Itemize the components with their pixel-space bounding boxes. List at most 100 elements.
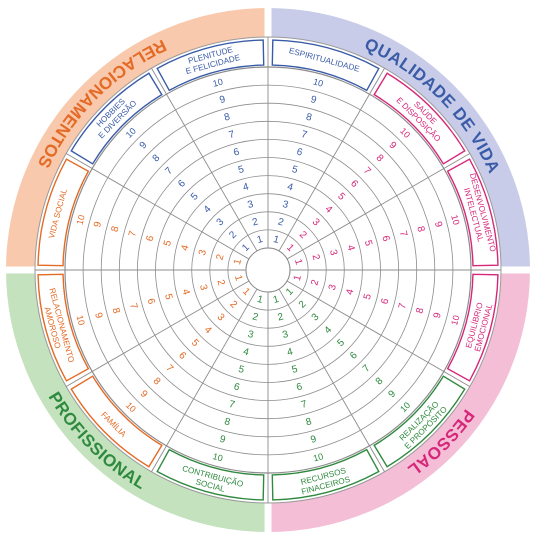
scale-number: 7 [228, 129, 237, 141]
category-box [446, 273, 499, 382]
scale-number: 8 [110, 307, 122, 316]
category-box [373, 72, 466, 165]
scale-number: 2 [309, 253, 321, 262]
scale-number: 8 [414, 306, 426, 315]
scale-number: 1 [232, 257, 244, 266]
segment-spoke [286, 153, 471, 260]
center-hub [245, 247, 291, 293]
quadrant-band-relacionamentos [6, 8, 268, 270]
scale-number: 1 [292, 258, 304, 267]
scale-number: 4 [344, 244, 356, 253]
scale-number: 8 [305, 112, 314, 124]
scale-number: 5 [162, 293, 174, 302]
scale-number: 5 [362, 292, 374, 301]
scale-number: 9 [218, 434, 227, 446]
quadrant-band-pessoal [268, 270, 530, 532]
scale-number: 3 [281, 199, 290, 211]
scale-number: 4 [286, 346, 295, 358]
scale-number: 2 [251, 216, 260, 228]
category-box [373, 375, 466, 468]
scale-number: 10 [75, 314, 87, 326]
scale-number: 3 [327, 248, 339, 257]
scale-number: 9 [92, 311, 104, 320]
scale-number: 6 [232, 381, 241, 393]
scale-number: 9 [92, 220, 104, 229]
scale-number: 1 [292, 274, 304, 283]
category-box [70, 72, 163, 165]
scale-number: 6 [379, 234, 391, 243]
segment-spoke [278, 67, 385, 252]
scale-number: 8 [305, 416, 314, 428]
scale-number: 6 [295, 381, 304, 393]
scale-number: 4 [242, 346, 251, 358]
scale-number: 8 [223, 111, 232, 123]
segment-spoke [65, 280, 250, 387]
segment-spoke [65, 153, 250, 260]
scale-number: 4 [286, 182, 295, 194]
scale-number: 5 [291, 364, 300, 376]
scale-number: 2 [277, 216, 286, 228]
scale-number: 5 [237, 364, 246, 376]
scale-number: 5 [162, 239, 174, 248]
scale-number: 9 [432, 311, 444, 320]
scale-number: 3 [246, 329, 255, 341]
scale-number: 2 [277, 311, 286, 323]
scale-number: 2 [251, 311, 260, 323]
scale-number: 10 [312, 77, 324, 89]
scale-number: 10 [124, 400, 138, 414]
scale-number: 3 [246, 199, 255, 211]
scale-number: 4 [180, 288, 192, 297]
scale-number: 3 [197, 248, 209, 257]
category-box [271, 39, 380, 92]
scale-number: 1 [256, 294, 265, 306]
category-box [156, 39, 265, 92]
scale-number: 4 [344, 288, 356, 297]
scale-number: 4 [242, 181, 251, 193]
scale-number: 9 [432, 220, 444, 229]
scale-number: 5 [362, 239, 374, 248]
category-box [70, 375, 163, 468]
scale-number: 6 [232, 146, 241, 158]
category-box [271, 448, 380, 501]
scale-number: 5 [291, 164, 300, 176]
scale-number: 10 [75, 214, 87, 226]
scale-number: 3 [327, 283, 339, 292]
scale-number: 6 [145, 297, 157, 306]
scale-number: 10 [398, 400, 412, 414]
scale-number: 9 [309, 94, 318, 106]
scale-number: 10 [312, 451, 324, 463]
scale-number: 3 [281, 329, 290, 341]
scale-number: 1 [272, 234, 281, 246]
scale-number: 10 [212, 451, 224, 463]
category-box [446, 158, 499, 267]
scale-number: 6 [145, 234, 157, 243]
scale-number: 2 [214, 279, 226, 288]
scale-number: 8 [414, 225, 426, 234]
scale-number: 9 [309, 434, 318, 446]
scale-number: 9 [218, 94, 227, 106]
scale-number: 1 [256, 234, 265, 246]
scale-number: 7 [300, 129, 309, 141]
scale-number: 7 [300, 399, 309, 411]
scale-number: 7 [127, 229, 139, 238]
scale-number: 1 [232, 274, 244, 283]
scale-number: 1 [272, 294, 281, 306]
segment-spoke [151, 288, 258, 473]
scale-number: 10 [449, 314, 461, 326]
scale-number: 2 [214, 253, 226, 262]
category-box [37, 273, 90, 382]
scale-number: 8 [110, 225, 122, 234]
scale-number: 10 [212, 77, 224, 89]
scale-number: 4 [180, 243, 192, 252]
scale-number: 5 [237, 164, 246, 176]
category-box [156, 448, 265, 501]
scale-number: 2 [309, 278, 321, 287]
scale-number: 6 [379, 297, 391, 306]
segment-spoke [286, 280, 471, 387]
scale-number: 7 [397, 230, 409, 239]
scale-number: 7 [397, 302, 409, 311]
scale-number: 7 [228, 399, 237, 411]
scale-number: 3 [197, 283, 209, 292]
scale-number: 10 [449, 214, 461, 226]
